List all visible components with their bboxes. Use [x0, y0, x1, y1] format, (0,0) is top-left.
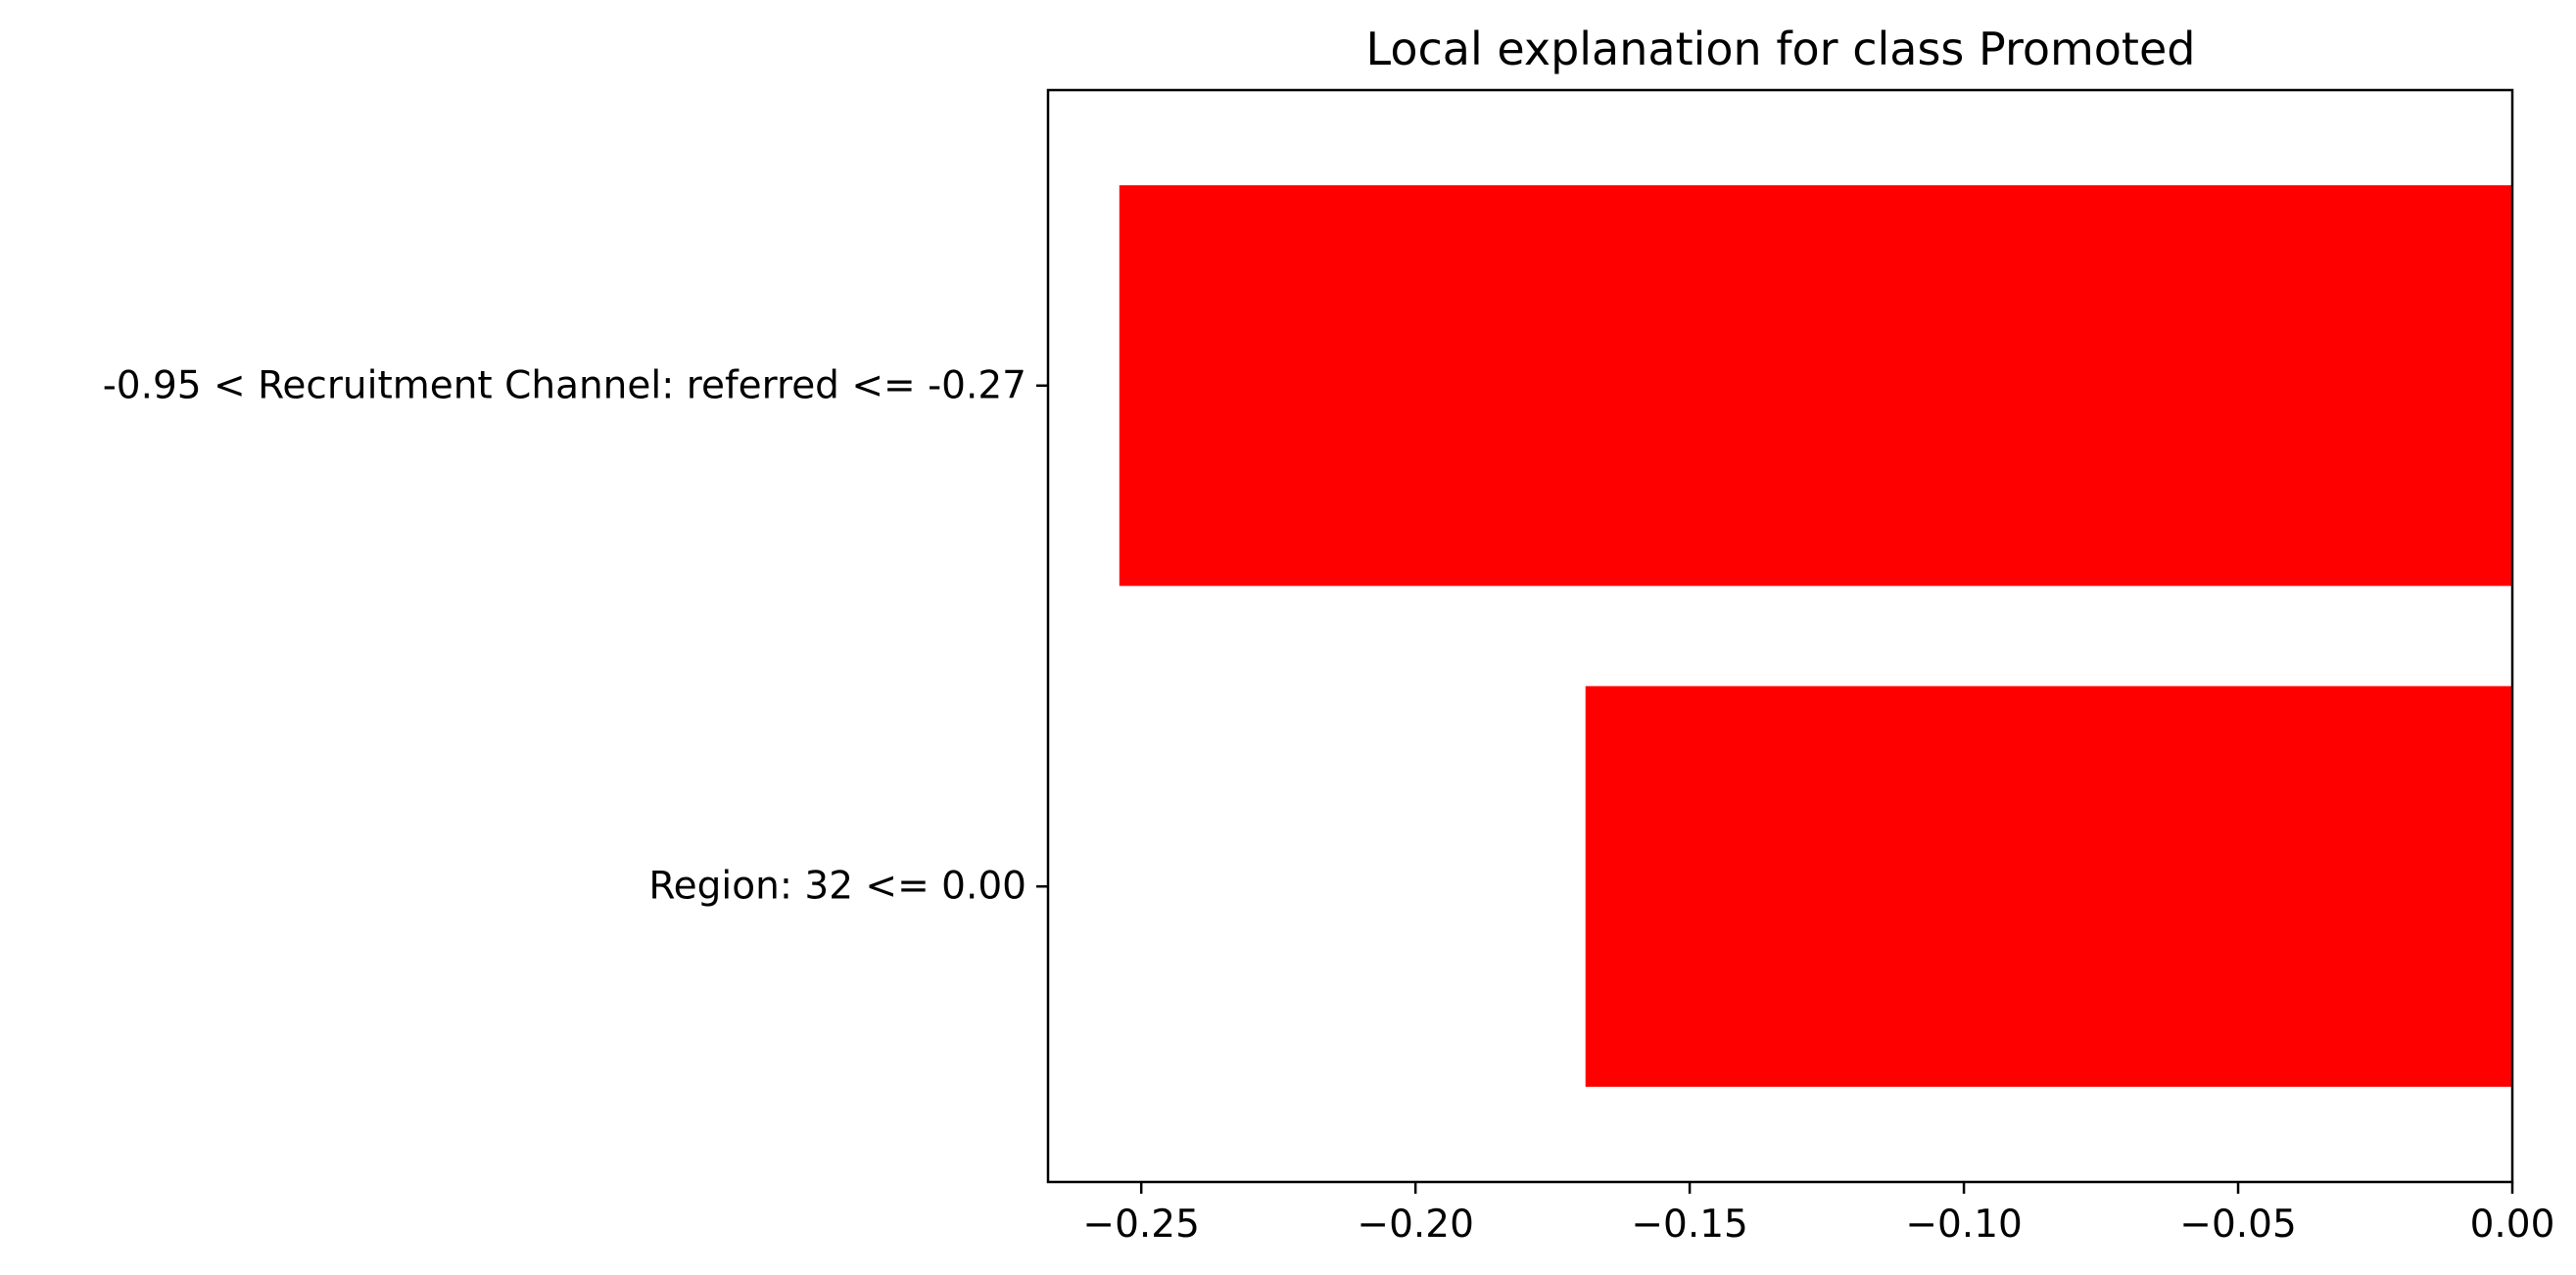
y-tick-label: Region: 32 <= 0.00: [648, 865, 1026, 909]
bar-2: [1585, 685, 2512, 1087]
x-tick-label: −0.15: [1631, 1203, 1748, 1247]
ticks-layer: -0.95 < Recruitment Channel: referred <=…: [103, 363, 2555, 1247]
x-tick-label: 0.00: [2470, 1203, 2555, 1247]
bars-layer: [1119, 185, 2512, 1087]
bar-1: [1119, 185, 2512, 587]
x-tick-label: −0.05: [2179, 1203, 2297, 1247]
x-tick-label: −0.25: [1082, 1203, 1200, 1247]
chart-title: Local explanation for class Promoted: [1366, 23, 2196, 75]
y-tick-label: -0.95 < Recruitment Channel: referred <=…: [103, 363, 1026, 407]
x-tick-label: −0.10: [1905, 1203, 2023, 1247]
x-tick-label: −0.20: [1357, 1203, 1474, 1247]
plot-frame: [1046, 88, 2514, 1184]
